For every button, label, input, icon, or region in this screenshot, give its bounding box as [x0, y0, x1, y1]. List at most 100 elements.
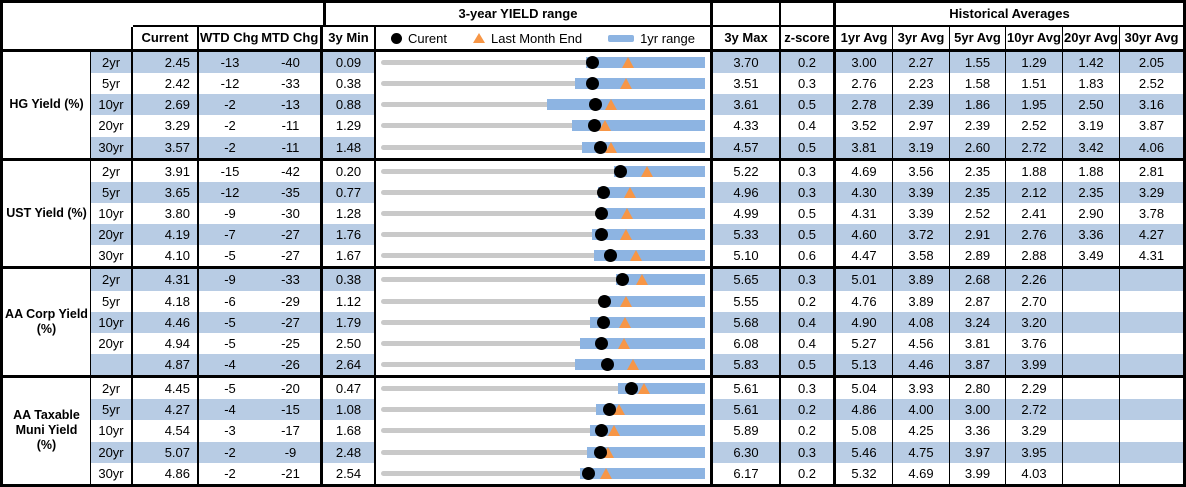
three-year-range-track — [381, 102, 705, 108]
three-year-range-track — [381, 211, 705, 217]
avg-cell: 4.08 — [893, 311, 950, 333]
range-chart-cell — [376, 115, 713, 137]
current-dot-icon — [585, 77, 599, 91]
avg-cell — [1120, 378, 1183, 399]
one-year-range-bar — [590, 425, 705, 437]
mtd-chg-cell: -35 — [261, 181, 323, 203]
tenor-cell: 5yr — [91, 181, 133, 203]
avg-cell: 3.20 — [1006, 311, 1063, 333]
last-month-end-triangle-icon — [619, 78, 632, 90]
min-3y-cell: 2.48 — [323, 441, 376, 463]
avg-cell: 4.30 — [836, 181, 893, 203]
avg-cell: 1.83 — [1063, 73, 1120, 95]
avg-cell: 3.29 — [1120, 181, 1183, 203]
range-plot — [381, 269, 705, 290]
range-plot — [381, 137, 705, 158]
min-3y-cell: 1.28 — [323, 202, 376, 225]
tenor-cell: 5yr — [91, 290, 133, 312]
last-month-end-triangle-icon — [622, 57, 635, 69]
mtd-chg-cell: -15 — [261, 399, 323, 421]
min-3y-cell: 1.48 — [323, 136, 376, 158]
current-cell: 4.54 — [133, 420, 199, 442]
last-month-end-triangle-icon — [637, 383, 650, 395]
top-header-band: 3-year YIELD range Historical Averages — [3, 3, 1183, 27]
last-month-end-triangle-icon — [627, 359, 640, 371]
zscore-cell: 0.5 — [781, 94, 836, 116]
range-plot — [381, 245, 705, 266]
avg-cell: 1.51 — [1006, 73, 1063, 95]
range-chart-cell — [376, 378, 713, 400]
avg-cell: 4.60 — [836, 224, 893, 246]
min-3y-cell: 1.68 — [323, 420, 376, 442]
avg-cell — [1063, 462, 1120, 484]
avg-cell: 3.24 — [950, 311, 1006, 333]
min-3y-cell: 1.08 — [323, 399, 376, 421]
one-year-range-bar — [616, 274, 705, 286]
wtd-chg-cell: -5 — [224, 381, 236, 397]
current-dot-icon — [600, 358, 614, 372]
tenor-cell: 30yr — [91, 136, 133, 158]
avg-cell: 2.80 — [950, 378, 1006, 400]
mtd-chg-cell: -27 — [261, 245, 323, 267]
current-dot-icon — [602, 403, 616, 417]
avg-cell: 2.87 — [950, 290, 1006, 312]
avg-cell: 3.16 — [1120, 94, 1183, 116]
avg-cell: 2.52 — [1138, 76, 1165, 92]
avg-cell: 4.00 — [893, 399, 950, 421]
avg-cell: 3.36 — [950, 420, 1006, 442]
avg-cell: 4.69 — [836, 160, 893, 182]
min-3y-cell: 0.38 — [323, 269, 376, 291]
one-year-range-bar — [574, 359, 705, 371]
range-chart-cell — [376, 52, 713, 74]
avg-cell: 4.06 — [1120, 136, 1183, 158]
last-month-end-triangle-icon — [600, 467, 613, 479]
three-year-range-track — [381, 189, 705, 195]
current-dot-icon — [604, 249, 618, 263]
one-year-range-bar — [580, 337, 705, 349]
avg-cell: 3.19 — [1063, 115, 1120, 137]
tenor-cell: 30yr — [91, 245, 133, 267]
min-3y-cell: 2.50 — [323, 332, 376, 354]
mtd-chg-cell: -29 — [261, 290, 323, 312]
avg-cell: 2.35 — [950, 160, 1006, 182]
zscore-cell: 0.4 — [781, 311, 836, 333]
max-3y-cell: 5.61 — [713, 399, 781, 421]
group-label: AA Corp Yield (%) — [3, 269, 91, 376]
avg-cell: 2.26 — [1006, 269, 1063, 291]
group-label: UST Yield (%) — [3, 160, 91, 267]
legend-last-month-triangle-icon — [473, 33, 486, 43]
mtd-chg-cell: -17 — [261, 420, 323, 442]
avg-cell — [1063, 378, 1120, 400]
col-header-1yr-avg: 1yr Avg — [836, 27, 893, 49]
column-header-row: Current WTD Chg MTD Chg 3y Min Curent La… — [3, 27, 1183, 52]
three-year-range-track — [381, 386, 705, 392]
avg-cell: 4.03 — [1006, 462, 1063, 484]
avg-cell — [1063, 399, 1120, 421]
avg-cell: 1.55 — [950, 52, 1006, 74]
col-header-30yr-avg: 30yr Avg — [1124, 30, 1179, 45]
current-cell: 4.94 — [133, 332, 199, 354]
yield-group: HG Yield (%) 2yr 2.45 -13 -40 0.09 3.70 0.2 3.00… — [3, 52, 1183, 158]
three-year-range-track — [381, 81, 705, 87]
avg-cell: 1.95 — [1006, 94, 1063, 116]
avg-cell: 3.00 — [836, 52, 893, 74]
avg-cell: 4.47 — [836, 245, 893, 267]
mtd-chg-cell: -27 — [261, 224, 323, 246]
current-cell: 5.07 — [133, 441, 199, 463]
three-year-range-track — [381, 470, 705, 476]
zscore-cell: 0.5 — [781, 353, 836, 376]
one-year-range-bar — [590, 316, 705, 328]
zscore-cell: 0.2 — [781, 420, 836, 442]
legend-last-month-label: Last Month End — [491, 30, 583, 46]
min-3y-cell: 1.12 — [323, 290, 376, 312]
avg-cell: 2.29 — [1006, 378, 1063, 400]
range-plot — [381, 52, 705, 73]
range-chart-cell — [376, 332, 713, 354]
current-dot-icon — [598, 294, 612, 308]
three-year-range-track — [381, 298, 705, 304]
avg-cell: 2.39 — [950, 115, 1006, 137]
yield-group: AA Corp Yield (%) 2yr 4.31 -9 -33 0.38 5.65 0.3… — [3, 266, 1183, 376]
max-3y-cell: 4.57 — [713, 136, 781, 158]
current-dot-icon — [595, 336, 609, 350]
min-3y-cell: 0.47 — [323, 378, 376, 400]
